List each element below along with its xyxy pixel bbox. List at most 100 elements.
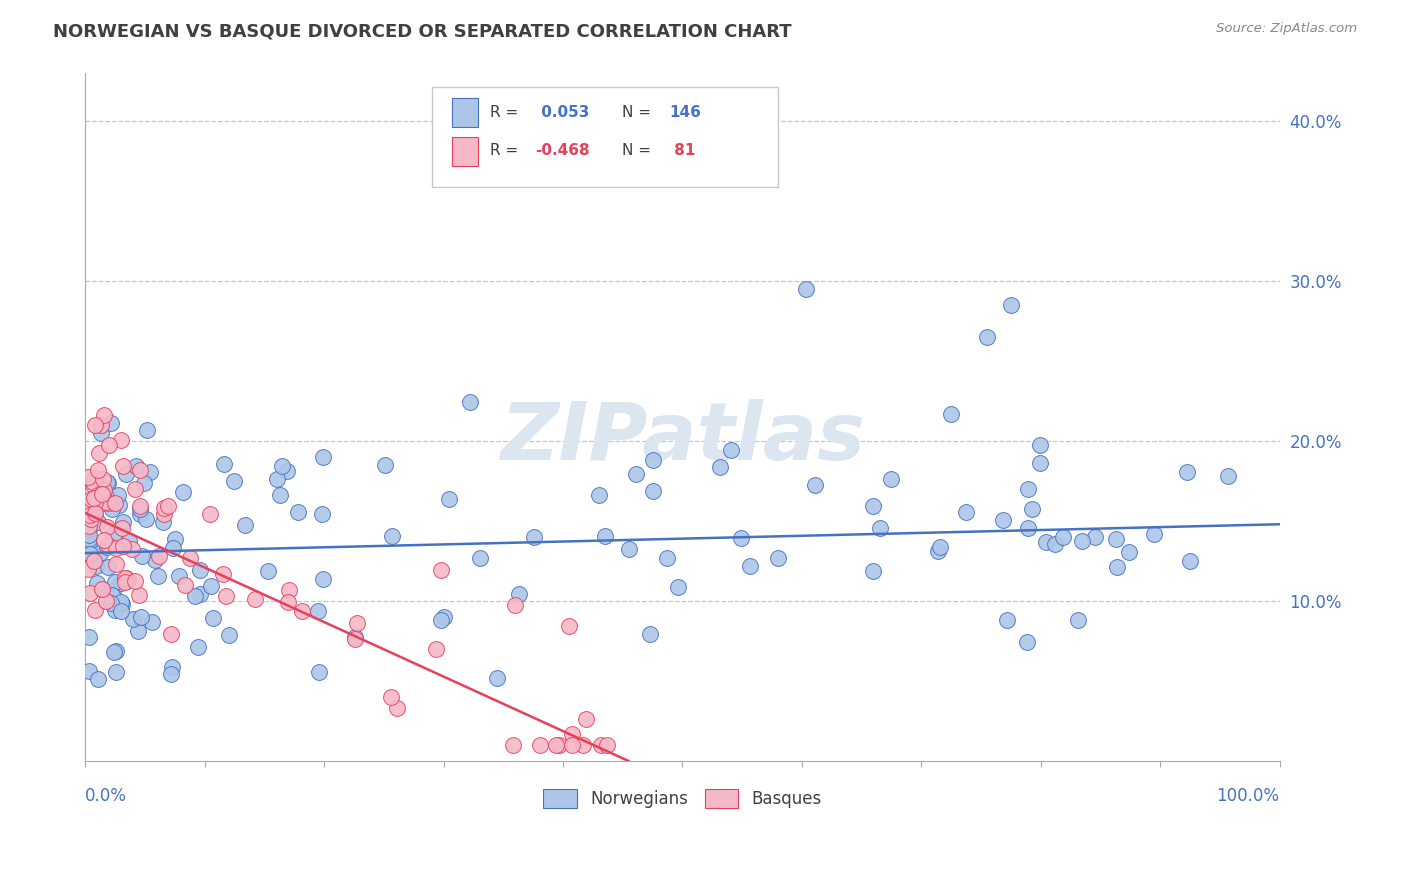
Point: [100, 588, 122, 602]
Point: [82, 475, 104, 489]
Point: [1029, 457, 1052, 471]
Point: [529, 738, 551, 752]
Point: [91, 494, 114, 508]
Point: [200, 578, 222, 592]
Point: [425, 642, 447, 657]
Point: [90, 582, 112, 596]
Point: [869, 521, 891, 535]
Text: N =: N =: [621, 144, 655, 158]
Point: [91, 487, 114, 501]
Point: [148, 549, 170, 563]
Point: [77, 540, 100, 554]
Point: [96, 559, 118, 574]
Text: 100.0%: 100.0%: [1216, 788, 1279, 805]
Point: [184, 589, 207, 603]
FancyBboxPatch shape: [451, 98, 478, 127]
Point: [100, 416, 122, 430]
Point: [1017, 483, 1039, 497]
Point: [547, 738, 569, 752]
Point: [167, 569, 190, 583]
Point: [93, 533, 115, 548]
Point: [381, 528, 404, 542]
Point: [90, 425, 112, 440]
Point: [79, 586, 101, 600]
Point: [312, 572, 335, 586]
Point: [93, 409, 115, 423]
Point: [97, 496, 120, 510]
Point: [97, 475, 120, 490]
Point: [122, 612, 145, 626]
Point: [135, 423, 157, 437]
Point: [77, 522, 100, 536]
Point: [127, 624, 149, 638]
Point: [79, 512, 101, 526]
Text: R =: R =: [491, 104, 523, 120]
Point: [77, 502, 100, 516]
Point: [256, 564, 278, 578]
Point: [1118, 544, 1140, 558]
Point: [76, 470, 98, 484]
Point: [312, 450, 335, 464]
Point: [374, 458, 396, 473]
Point: [162, 541, 184, 555]
Point: [103, 526, 125, 541]
Point: [561, 738, 583, 752]
Point: [561, 727, 583, 741]
Point: [740, 559, 762, 574]
Point: [508, 587, 530, 601]
Point: [91, 496, 114, 510]
Point: [128, 588, 150, 602]
Point: [159, 627, 181, 641]
Point: [104, 495, 127, 509]
Point: [111, 521, 134, 535]
Point: [344, 632, 367, 646]
Point: [709, 460, 731, 475]
Legend: Norwegians, Basques: Norwegians, Basques: [537, 782, 828, 814]
Point: [955, 505, 977, 519]
Point: [118, 534, 141, 549]
Text: N =: N =: [621, 104, 655, 120]
Point: [114, 571, 136, 585]
Point: [87, 445, 110, 459]
Point: [638, 627, 661, 641]
Point: [291, 604, 314, 618]
Point: [134, 475, 156, 490]
Point: [77, 533, 100, 547]
Point: [1000, 298, 1022, 312]
Point: [187, 640, 209, 654]
Point: [1175, 465, 1198, 479]
Point: [1216, 468, 1239, 483]
Point: [311, 507, 333, 521]
Point: [143, 553, 166, 567]
Point: [97, 538, 120, 552]
Point: [880, 472, 903, 486]
Point: [87, 462, 110, 476]
FancyBboxPatch shape: [432, 87, 778, 186]
Point: [89, 546, 111, 560]
Point: [387, 700, 409, 714]
Point: [437, 491, 460, 506]
Point: [125, 459, 148, 474]
Point: [111, 539, 134, 553]
Point: [107, 596, 129, 610]
Point: [995, 613, 1018, 627]
Point: [346, 615, 368, 630]
Point: [596, 738, 619, 752]
Point: [617, 541, 640, 556]
Point: [84, 495, 107, 509]
Point: [104, 603, 127, 617]
Point: [668, 580, 690, 594]
Point: [270, 458, 292, 473]
Point: [129, 463, 152, 477]
Point: [107, 498, 129, 512]
Point: [146, 568, 169, 582]
Point: [82, 508, 104, 522]
Point: [486, 671, 509, 685]
Point: [90, 582, 112, 597]
Point: [572, 738, 595, 752]
Point: [1107, 560, 1129, 574]
Text: Source: ZipAtlas.com: Source: ZipAtlas.com: [1216, 22, 1357, 36]
Point: [429, 563, 451, 577]
Point: [720, 442, 742, 457]
Point: [544, 738, 567, 752]
